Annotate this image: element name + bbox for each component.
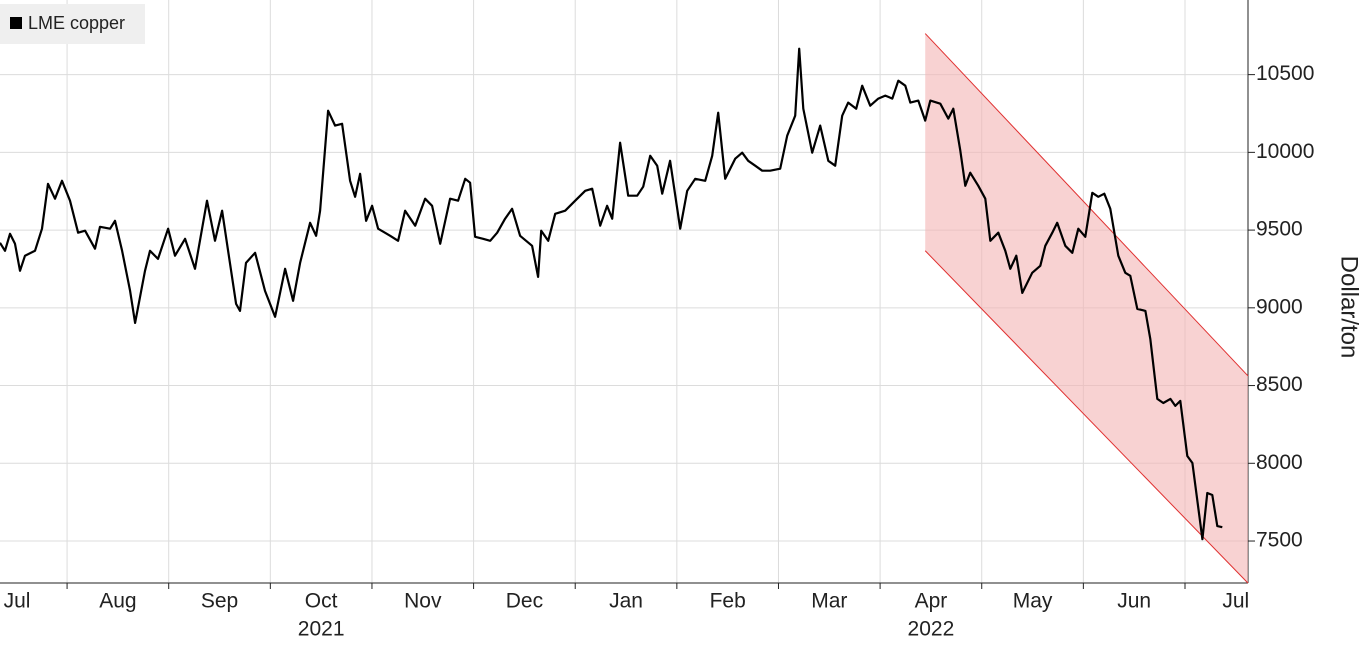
y-tick-label: 9000 — [1256, 295, 1303, 318]
y-tick-label: 8500 — [1256, 373, 1303, 396]
y-tick-label: 10000 — [1256, 140, 1314, 163]
channel-edge — [924, 250, 1249, 584]
x-tick-label: Oct — [305, 590, 338, 613]
x-tick-label: Feb — [710, 590, 746, 613]
x-tick-label: May — [1013, 590, 1053, 613]
legend — [0, 4, 145, 44]
year-label: 2022 — [908, 618, 955, 641]
y-tick-label: 8000 — [1256, 451, 1303, 474]
x-tick-label: Jan — [609, 590, 643, 613]
y-tick-label: 9500 — [1256, 218, 1303, 241]
x-tick-label: Apr — [915, 590, 948, 613]
plot-area: 7500 8000 8500 9000 9500 10000 10500 Jul Aug Sep O… — [0, 0, 1314, 641]
legend-label: LME copper — [28, 13, 125, 33]
x-tick-label: Jun — [1117, 590, 1151, 613]
y-tick-label: 10500 — [1256, 62, 1314, 85]
year-label: 2021 — [298, 618, 345, 641]
price-line — [0, 47, 1223, 541]
x-tick-label: Jul — [1222, 590, 1249, 613]
channel-edge — [924, 33, 1249, 377]
legend-swatch — [10, 17, 22, 29]
x-tick-label: Jul — [4, 590, 31, 613]
x-tick-label: Aug — [99, 590, 136, 613]
x-tick-label: Sep — [201, 590, 238, 613]
y-axis-label: Dollar/ton — [1336, 256, 1363, 359]
trend-channel — [925, 33, 1248, 584]
x-tick-label: Dec — [506, 590, 543, 613]
x-tick-label: Nov — [404, 590, 442, 613]
x-tick-label: Mar — [811, 590, 847, 613]
y-tick-label: 7500 — [1256, 529, 1303, 552]
